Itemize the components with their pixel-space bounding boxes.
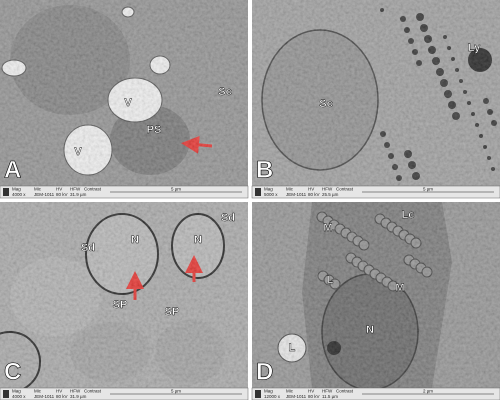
structure-label: V bbox=[74, 146, 82, 158]
info-header: HV bbox=[308, 187, 314, 192]
info-header: HFW bbox=[70, 389, 81, 394]
structure-label: Sc bbox=[319, 98, 332, 110]
structure-label: L bbox=[327, 274, 334, 286]
scale-label: 2 µm bbox=[423, 389, 433, 394]
info-header: Mic bbox=[286, 389, 294, 394]
info-value: 31.9 µm bbox=[70, 394, 87, 399]
logo bbox=[255, 390, 261, 398]
info-value: 80 kV bbox=[308, 192, 320, 197]
info-value: 80 kV bbox=[308, 394, 320, 399]
structure-label: Sc bbox=[218, 86, 231, 98]
structure-label: PS bbox=[147, 124, 162, 136]
info-header: Mic bbox=[34, 187, 42, 192]
logo bbox=[3, 390, 9, 398]
info-header: Mag bbox=[12, 187, 21, 192]
structure-label: N bbox=[194, 234, 202, 246]
structure-label: Ly bbox=[468, 42, 481, 54]
panel-letter: C bbox=[4, 358, 21, 385]
structure-label: N bbox=[131, 234, 139, 246]
info-header: Contrast bbox=[336, 389, 354, 394]
structure-label: L bbox=[289, 342, 296, 354]
scale-label: 5 µm bbox=[171, 187, 181, 192]
structure-label: M bbox=[323, 222, 332, 234]
info-header: Mic bbox=[34, 389, 42, 394]
info-value: 5000 x bbox=[264, 192, 278, 197]
structure-label: N bbox=[366, 324, 374, 336]
grain bbox=[0, 0, 248, 186]
info-value: JEM-1011 bbox=[286, 192, 307, 197]
panel-letter: D bbox=[256, 358, 273, 385]
info-header: Mic bbox=[286, 187, 294, 192]
info-value: 31.9 µm bbox=[70, 192, 87, 197]
info-header: HFW bbox=[70, 187, 81, 192]
structure-label: SP bbox=[113, 299, 128, 311]
info-value: 80 kV bbox=[56, 394, 68, 399]
logo bbox=[3, 188, 9, 196]
structure-label: Sd bbox=[81, 242, 95, 254]
logo bbox=[255, 188, 261, 196]
info-header: Contrast bbox=[84, 187, 102, 192]
info-header: Mag bbox=[264, 187, 273, 192]
info-value: 25.5 µm bbox=[322, 192, 339, 197]
scale-label: 5 µm bbox=[423, 187, 433, 192]
info-header: HV bbox=[56, 187, 62, 192]
info-header: Mag bbox=[264, 389, 273, 394]
info-header: Mag bbox=[12, 389, 21, 394]
grain bbox=[252, 202, 500, 388]
scale-label: 5 µm bbox=[171, 389, 181, 394]
info-value: 11.5 µm bbox=[322, 394, 338, 399]
grain bbox=[0, 202, 248, 388]
info-header: Contrast bbox=[84, 389, 102, 394]
info-value: 4000 x bbox=[12, 192, 26, 197]
structure-label: V bbox=[124, 97, 132, 109]
panel-letter: A bbox=[4, 156, 21, 183]
info-value: JEM-1011 bbox=[34, 192, 55, 197]
grain bbox=[252, 0, 500, 186]
info-value: 4000 x bbox=[12, 394, 26, 399]
info-header: HFW bbox=[322, 389, 333, 394]
info-value: 12000 x bbox=[264, 394, 281, 399]
structure-label: M bbox=[395, 282, 404, 294]
info-value: 80 kV bbox=[56, 192, 68, 197]
panel-letter: B bbox=[256, 156, 273, 183]
info-header: HV bbox=[308, 389, 314, 394]
info-header: Contrast bbox=[336, 187, 354, 192]
info-header: HFW bbox=[322, 187, 333, 192]
structure-label: Lc bbox=[402, 209, 415, 221]
info-value: JEM-1011 bbox=[286, 394, 307, 399]
info-value: JEM-1011 bbox=[34, 394, 55, 399]
structure-label: SP bbox=[165, 306, 180, 318]
structure-label: Sd bbox=[221, 212, 235, 224]
info-header: HV bbox=[56, 389, 62, 394]
